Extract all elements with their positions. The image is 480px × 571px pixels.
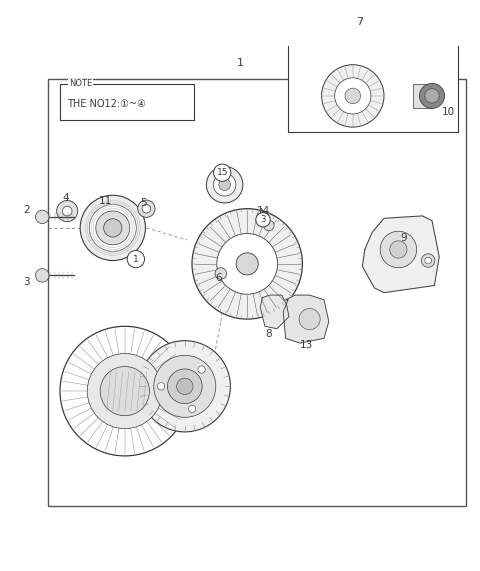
Circle shape [36, 210, 49, 224]
FancyBboxPatch shape [288, 36, 458, 132]
Circle shape [104, 219, 122, 237]
Circle shape [217, 234, 277, 294]
Circle shape [154, 355, 216, 417]
Circle shape [256, 212, 270, 227]
Text: 7: 7 [356, 17, 363, 27]
Circle shape [57, 200, 78, 222]
Circle shape [100, 367, 149, 416]
Circle shape [299, 308, 320, 329]
Text: 8: 8 [265, 329, 272, 340]
Circle shape [236, 253, 258, 275]
Circle shape [390, 241, 407, 258]
Circle shape [96, 211, 130, 245]
Circle shape [421, 254, 435, 267]
Circle shape [425, 89, 439, 103]
Circle shape [62, 206, 72, 216]
Circle shape [189, 405, 196, 412]
Circle shape [138, 200, 155, 218]
Text: 5: 5 [140, 198, 146, 208]
Circle shape [36, 269, 49, 282]
Circle shape [80, 195, 145, 260]
Circle shape [198, 366, 205, 373]
Text: 6: 6 [215, 274, 222, 283]
Circle shape [322, 65, 384, 127]
Text: 11: 11 [99, 195, 112, 206]
Circle shape [219, 179, 230, 191]
Text: 2: 2 [23, 204, 30, 215]
Circle shape [157, 383, 165, 390]
Text: NOTE: NOTE [69, 79, 92, 89]
Circle shape [127, 251, 144, 268]
Text: THE NO12:①~④: THE NO12:①~④ [67, 99, 146, 108]
Text: 14: 14 [256, 206, 270, 216]
Text: 15: 15 [216, 168, 228, 177]
Circle shape [192, 208, 302, 319]
Text: 13: 13 [300, 340, 313, 349]
Text: 1: 1 [133, 255, 139, 264]
Circle shape [142, 204, 151, 213]
Circle shape [177, 378, 193, 395]
FancyBboxPatch shape [48, 79, 466, 506]
Text: 4: 4 [63, 192, 70, 203]
Circle shape [214, 164, 231, 182]
Text: 10: 10 [442, 107, 456, 116]
Polygon shape [283, 295, 329, 343]
FancyBboxPatch shape [60, 84, 194, 120]
Circle shape [60, 326, 190, 456]
Circle shape [89, 204, 136, 251]
Circle shape [139, 341, 230, 432]
Circle shape [264, 220, 274, 231]
Circle shape [335, 78, 371, 114]
Polygon shape [362, 216, 439, 293]
Circle shape [213, 174, 236, 196]
Circle shape [206, 167, 243, 203]
Circle shape [215, 268, 227, 279]
Circle shape [168, 369, 202, 404]
FancyBboxPatch shape [413, 84, 432, 108]
Circle shape [420, 83, 444, 108]
Circle shape [380, 231, 417, 268]
Circle shape [87, 353, 162, 429]
Circle shape [345, 88, 360, 104]
Text: 3: 3 [260, 215, 266, 224]
Circle shape [425, 257, 432, 264]
Text: 1: 1 [237, 58, 243, 67]
Polygon shape [260, 295, 289, 329]
Text: 9: 9 [401, 234, 408, 243]
Text: 3: 3 [23, 277, 30, 287]
